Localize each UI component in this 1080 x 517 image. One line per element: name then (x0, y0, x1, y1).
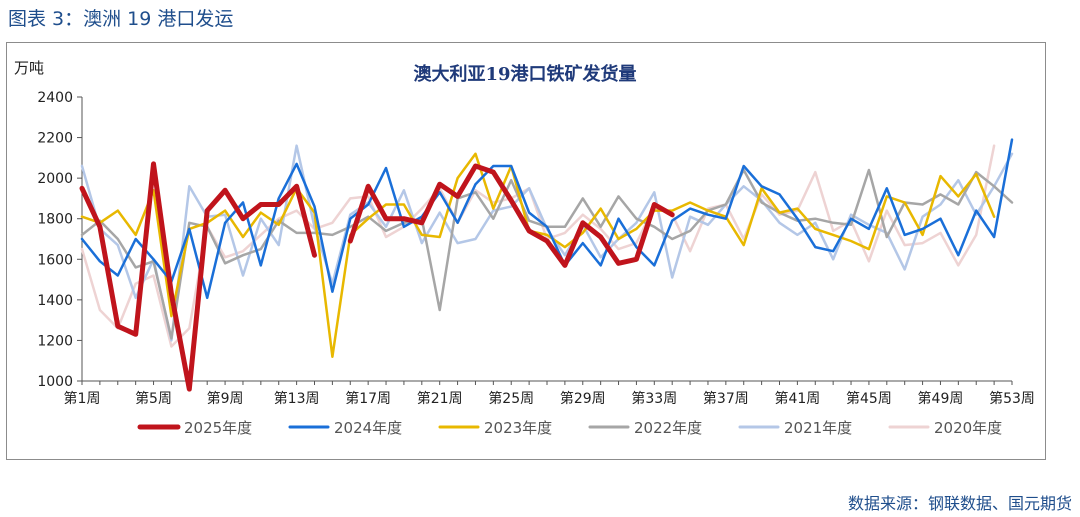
legend-label: 2023年度 (484, 419, 552, 437)
series-lines (79, 138, 1014, 392)
chart-frame (6, 42, 1046, 460)
series-line-2020年度 (80, 144, 996, 348)
x-tick-label: 第45周 (846, 390, 892, 407)
legend: 2025年度 2024年度 2023年度 2022年度 2021年度 2020年度 (137, 419, 1002, 437)
y-tick-label: 1600 (37, 252, 73, 268)
x-tick-label: 第41周 (774, 390, 820, 407)
y-tick-label: 1200 (37, 333, 73, 349)
x-tick-label: 第49周 (918, 390, 964, 407)
series-line-2025年度 (79, 161, 675, 392)
series-line-2023年度 (80, 152, 996, 358)
x-tick-label: 第5周 (135, 390, 172, 407)
legend-label: 2025年度 (184, 419, 252, 437)
x-tick-label: 第25周 (488, 390, 534, 407)
y-tick-label: 2200 (37, 131, 73, 147)
legend-label: 2020年度 (934, 419, 1002, 437)
y-tick-label: 1800 (37, 212, 73, 228)
legend-label: 2022年度 (634, 419, 702, 437)
axes: 1000 1200 1400 1600 1800 2000 2200 2400 第1周 第5周 第9… (37, 90, 1035, 407)
chart-title: 澳大利亚19港口铁矿发货量 (413, 63, 636, 85)
source-note: 数据来源：钢联数据、国元期货 (847, 494, 1072, 513)
series-line-2024年度 (80, 138, 1014, 300)
y-tick-label: 2000 (37, 171, 73, 187)
y-tick-label: 2400 (37, 90, 73, 106)
x-tick-label: 第33周 (631, 390, 677, 407)
x-tick-label: 第1周 (64, 390, 101, 407)
y-axis-label: 万吨 (14, 59, 44, 77)
x-tick-label: 第53周 (989, 390, 1035, 407)
y-tick-label: 1400 (37, 293, 73, 309)
x-tick-label: 第29周 (560, 390, 606, 407)
x-tick-label: 第17周 (345, 390, 391, 407)
y-tick-label: 1000 (37, 374, 73, 390)
legend-label: 2021年度 (784, 419, 852, 437)
figure-title: 图表 3：澳洲 19 港口发运 (8, 8, 234, 30)
x-tick-label: 第13周 (274, 390, 320, 407)
x-tick-label: 第37周 (703, 390, 749, 407)
x-tick-label: 第9周 (207, 390, 244, 407)
x-tick-label: 第21周 (417, 390, 463, 407)
legend-label: 2024年度 (334, 419, 402, 437)
